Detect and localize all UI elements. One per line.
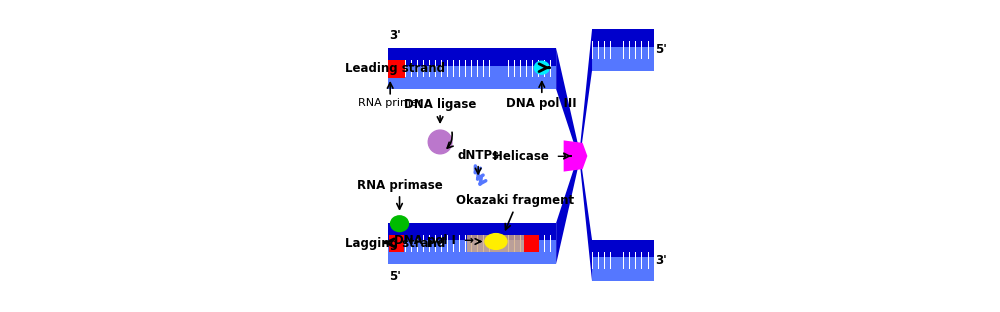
Text: Leading strand: Leading strand bbox=[345, 62, 445, 75]
Polygon shape bbox=[388, 240, 556, 264]
Text: DNA pol III: DNA pol III bbox=[506, 97, 577, 110]
Text: 3': 3' bbox=[655, 254, 667, 267]
Polygon shape bbox=[388, 66, 556, 89]
Polygon shape bbox=[592, 240, 654, 264]
Text: 5': 5' bbox=[390, 270, 401, 283]
Polygon shape bbox=[580, 29, 592, 161]
Polygon shape bbox=[564, 140, 587, 172]
Text: 3': 3' bbox=[389, 29, 401, 42]
Bar bbox=[389, 235, 404, 252]
Bar bbox=[524, 235, 539, 252]
Text: RNA primase: RNA primase bbox=[357, 179, 442, 192]
Ellipse shape bbox=[484, 233, 508, 250]
Polygon shape bbox=[388, 223, 556, 246]
Polygon shape bbox=[556, 48, 580, 161]
Polygon shape bbox=[592, 257, 654, 281]
Bar bbox=[467, 235, 525, 252]
Polygon shape bbox=[556, 151, 580, 264]
Bar bbox=[388, 60, 405, 78]
Text: Helicase  →: Helicase → bbox=[493, 149, 567, 163]
Polygon shape bbox=[388, 48, 556, 72]
Text: Lagging strand: Lagging strand bbox=[345, 236, 445, 250]
Text: Okazaki fragment: Okazaki fragment bbox=[456, 194, 574, 207]
Text: RNA primer: RNA primer bbox=[358, 98, 422, 108]
Polygon shape bbox=[580, 151, 592, 281]
Ellipse shape bbox=[534, 61, 550, 75]
Polygon shape bbox=[592, 47, 654, 71]
Text: 5': 5' bbox=[655, 43, 667, 56]
Text: DNA ligase: DNA ligase bbox=[404, 98, 476, 111]
Ellipse shape bbox=[390, 215, 409, 232]
Text: DNA pol I  →: DNA pol I → bbox=[394, 234, 474, 247]
Polygon shape bbox=[592, 29, 654, 53]
Circle shape bbox=[428, 130, 452, 154]
Text: dNTPs: dNTPs bbox=[457, 149, 499, 162]
